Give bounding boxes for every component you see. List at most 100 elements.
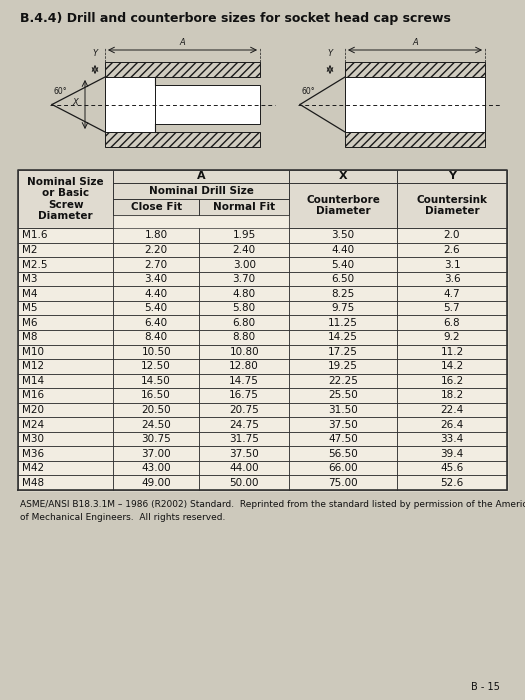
Bar: [113, 183, 289, 199]
Text: 2.0: 2.0: [444, 230, 460, 241]
Text: Normal Fit: Normal Fit: [213, 202, 275, 212]
Text: 6.8: 6.8: [444, 318, 460, 328]
Bar: [18, 243, 113, 258]
Text: 2.20: 2.20: [144, 245, 167, 255]
Text: 4.40: 4.40: [332, 245, 355, 255]
Bar: [113, 258, 199, 272]
Bar: [199, 243, 289, 258]
Text: 5.40: 5.40: [144, 303, 167, 313]
Bar: [289, 432, 397, 447]
Text: 22.4: 22.4: [440, 405, 464, 415]
Text: M30: M30: [22, 434, 44, 444]
Bar: [289, 359, 397, 374]
Text: 20.50: 20.50: [141, 405, 171, 415]
Text: 4.80: 4.80: [233, 288, 256, 299]
Bar: [18, 170, 113, 228]
Bar: [397, 316, 507, 330]
Bar: [199, 359, 289, 374]
Text: 12.50: 12.50: [141, 361, 171, 372]
Bar: [113, 374, 199, 388]
Bar: [397, 301, 507, 316]
Text: 6.80: 6.80: [233, 318, 256, 328]
Bar: [18, 344, 113, 359]
Bar: [199, 286, 289, 301]
Text: 3.6: 3.6: [444, 274, 460, 284]
Text: A: A: [412, 38, 418, 47]
Text: 37.00: 37.00: [141, 449, 171, 458]
Text: 10.50: 10.50: [141, 346, 171, 357]
Bar: [289, 330, 397, 344]
Text: 49.00: 49.00: [141, 477, 171, 488]
Text: 4.40: 4.40: [144, 288, 167, 299]
Bar: [289, 258, 397, 272]
Bar: [18, 272, 113, 286]
Text: M3: M3: [22, 274, 37, 284]
Text: M14: M14: [22, 376, 44, 386]
Text: 43.00: 43.00: [141, 463, 171, 473]
Bar: [289, 417, 397, 432]
Bar: [289, 447, 397, 461]
Bar: [199, 228, 289, 243]
Bar: [113, 344, 199, 359]
Text: 20.75: 20.75: [229, 405, 259, 415]
Text: Counterbore
Diameter: Counterbore Diameter: [306, 195, 380, 216]
Polygon shape: [345, 132, 485, 147]
Text: 3.00: 3.00: [233, 260, 256, 270]
Text: M8: M8: [22, 332, 37, 342]
Text: 2.40: 2.40: [233, 245, 256, 255]
Text: 75.00: 75.00: [328, 477, 358, 488]
Bar: [397, 461, 507, 475]
Bar: [289, 272, 397, 286]
Bar: [18, 286, 113, 301]
Bar: [18, 374, 113, 388]
Text: 33.4: 33.4: [440, 434, 464, 444]
Bar: [289, 170, 397, 183]
Bar: [397, 183, 507, 228]
Text: X: X: [72, 98, 78, 107]
Text: M20: M20: [22, 405, 44, 415]
Text: Nominal Size
or Basic
Screw
Diameter: Nominal Size or Basic Screw Diameter: [27, 176, 104, 221]
Bar: [18, 330, 113, 344]
Text: 14.2: 14.2: [440, 361, 464, 372]
Bar: [289, 228, 397, 243]
Bar: [113, 359, 199, 374]
Polygon shape: [155, 85, 260, 124]
Text: Countersink
Diameter: Countersink Diameter: [416, 195, 488, 216]
Text: M5: M5: [22, 303, 37, 313]
Text: Nominal Drill Size: Nominal Drill Size: [149, 186, 254, 196]
Bar: [397, 402, 507, 417]
Text: ASME/ANSI B18.3.1M – 1986 (R2002) Standard.  Reprinted from the standard listed : ASME/ANSI B18.3.1M – 1986 (R2002) Standa…: [20, 500, 525, 522]
Bar: [18, 359, 113, 374]
Bar: [397, 344, 507, 359]
Text: 5.7: 5.7: [444, 303, 460, 313]
Polygon shape: [105, 132, 260, 147]
Text: 37.50: 37.50: [328, 419, 358, 430]
Text: M36: M36: [22, 449, 44, 458]
Text: 39.4: 39.4: [440, 449, 464, 458]
Bar: [397, 272, 507, 286]
Text: 9.75: 9.75: [332, 303, 355, 313]
Bar: [199, 461, 289, 475]
Bar: [289, 316, 397, 330]
Text: B - 15: B - 15: [471, 682, 500, 692]
Text: 26.4: 26.4: [440, 419, 464, 430]
Text: 8.25: 8.25: [332, 288, 355, 299]
Text: 24.75: 24.75: [229, 419, 259, 430]
Text: 3.70: 3.70: [233, 274, 256, 284]
Text: M42: M42: [22, 463, 44, 473]
Bar: [18, 170, 507, 490]
Text: 66.00: 66.00: [328, 463, 358, 473]
Text: X: X: [339, 172, 348, 181]
Bar: [113, 417, 199, 432]
Bar: [289, 475, 397, 490]
Text: 3.40: 3.40: [144, 274, 167, 284]
Text: 19.25: 19.25: [328, 361, 358, 372]
Bar: [18, 447, 113, 461]
Bar: [18, 475, 113, 490]
Bar: [397, 417, 507, 432]
Text: M1.6: M1.6: [22, 230, 47, 241]
Text: 14.50: 14.50: [141, 376, 171, 386]
Text: 3.50: 3.50: [332, 230, 355, 241]
Text: 11.25: 11.25: [328, 318, 358, 328]
Text: 52.6: 52.6: [440, 477, 464, 488]
